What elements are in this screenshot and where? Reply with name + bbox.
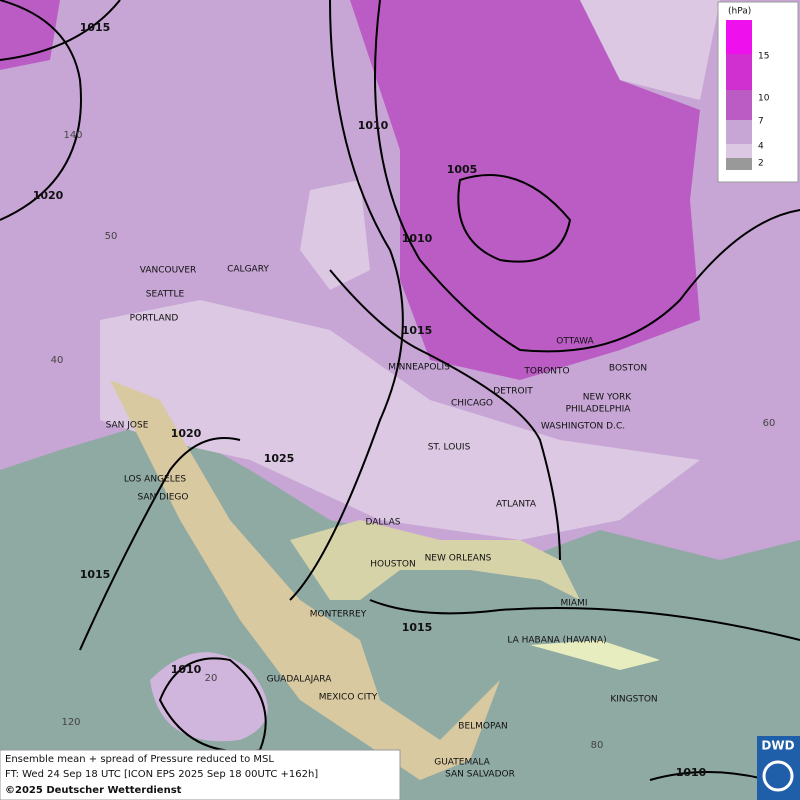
spread-10-15	[350, 0, 700, 380]
isobar-label: 1015	[402, 621, 433, 634]
graticule-label: 40	[51, 355, 64, 366]
isobar-label: 1005	[447, 163, 478, 176]
legend-level: 4	[758, 142, 764, 152]
city-label: VANCOUVER	[140, 266, 197, 276]
city-label: MONTERREY	[310, 610, 367, 620]
legend-level: 7	[758, 117, 764, 127]
city-label: ST. LOUIS	[428, 443, 471, 453]
spread-2-4	[300, 180, 370, 290]
city-label: DETROIT	[493, 387, 533, 397]
city-label: HOUSTON	[370, 560, 415, 570]
caption: Ensemble mean + spread of Pressure reduc…	[5, 754, 274, 765]
isobar-label: 1015	[402, 324, 433, 337]
city-label: TORONTO	[523, 367, 569, 377]
legend-level: 2	[758, 159, 764, 169]
city-label: MINNEAPOLIS	[388, 363, 450, 373]
legend-swatch	[726, 20, 752, 54]
legend-level: 10	[758, 94, 770, 104]
graticule-label: 50	[105, 231, 118, 242]
city-label: SAN SALVADOR	[445, 770, 515, 780]
city-label: LA HABANA (HAVANA)	[507, 636, 606, 646]
city-label: SAN DIEGO	[138, 493, 189, 503]
caption: ©2025 Deutscher Wetterdienst	[5, 785, 182, 796]
city-label: DALLAS	[365, 518, 400, 528]
isobar-label: 1010	[358, 119, 389, 132]
city-label: CALGARY	[227, 265, 269, 275]
cuba	[530, 640, 660, 670]
legend-swatch	[726, 54, 752, 90]
city-label: ATLANTA	[496, 500, 537, 510]
city-label: GUATEMALA	[434, 758, 490, 768]
isobar-label: 1015	[80, 568, 111, 581]
graticule-label: 20	[205, 673, 218, 684]
city-label: SEATTLE	[146, 290, 185, 300]
isobar-label: 1010	[402, 232, 433, 245]
city-label: SAN JOSE	[106, 421, 149, 431]
city-label: PORTLAND	[130, 314, 179, 324]
legend-swatch	[726, 144, 752, 158]
city-label: WASHINGTON D.C.	[541, 422, 625, 432]
legend-swatch	[726, 90, 752, 120]
graticule-label: 80	[591, 740, 604, 751]
legend-swatch	[726, 158, 752, 170]
legend-unit: (hPa)	[728, 7, 751, 17]
city-label: MEXICO CITY	[319, 693, 378, 703]
isobar-label: 1010	[676, 766, 707, 779]
land-terrain	[110, 380, 500, 780]
spread-2-4	[150, 652, 268, 742]
city-label: OTTAWA	[556, 337, 594, 347]
isobar-label: 1010	[171, 663, 202, 676]
graticule-label: 60	[763, 418, 776, 429]
city-label: BELMOPAN	[458, 722, 507, 732]
isobar-label: 1025	[264, 452, 295, 465]
spread-10-15	[0, 0, 60, 70]
city-label: KINGSTON	[610, 695, 657, 705]
land-terrain	[290, 520, 580, 600]
city-label: LOS ANGELES	[124, 475, 187, 485]
city-label: NEW YORK	[583, 393, 633, 403]
isobar-label: 1020	[33, 189, 64, 202]
logo-swirl	[762, 760, 794, 792]
caption: FT: Wed 24 Sep 18 UTC [ICON EPS 2025 Sep…	[5, 769, 318, 780]
graticule-label: 120	[61, 717, 80, 728]
legend-swatch	[726, 120, 752, 144]
city-label: CHICAGO	[451, 399, 493, 409]
isobar-label: 1020	[171, 427, 202, 440]
caption-box	[0, 749, 401, 800]
city-label: PHILADELPHIA	[566, 405, 632, 415]
logo: DWD	[761, 739, 794, 753]
city-label: GUADALAJARA	[267, 675, 333, 685]
spread-2-4	[580, 0, 720, 100]
graticule-label: 140	[63, 130, 82, 141]
city-label: MIAMI	[561, 599, 588, 609]
city-label: NEW ORLEANS	[425, 554, 492, 564]
legend-level: 15	[758, 52, 769, 62]
city-label: BOSTON	[609, 364, 647, 374]
isobar-label: 1015	[80, 21, 111, 34]
